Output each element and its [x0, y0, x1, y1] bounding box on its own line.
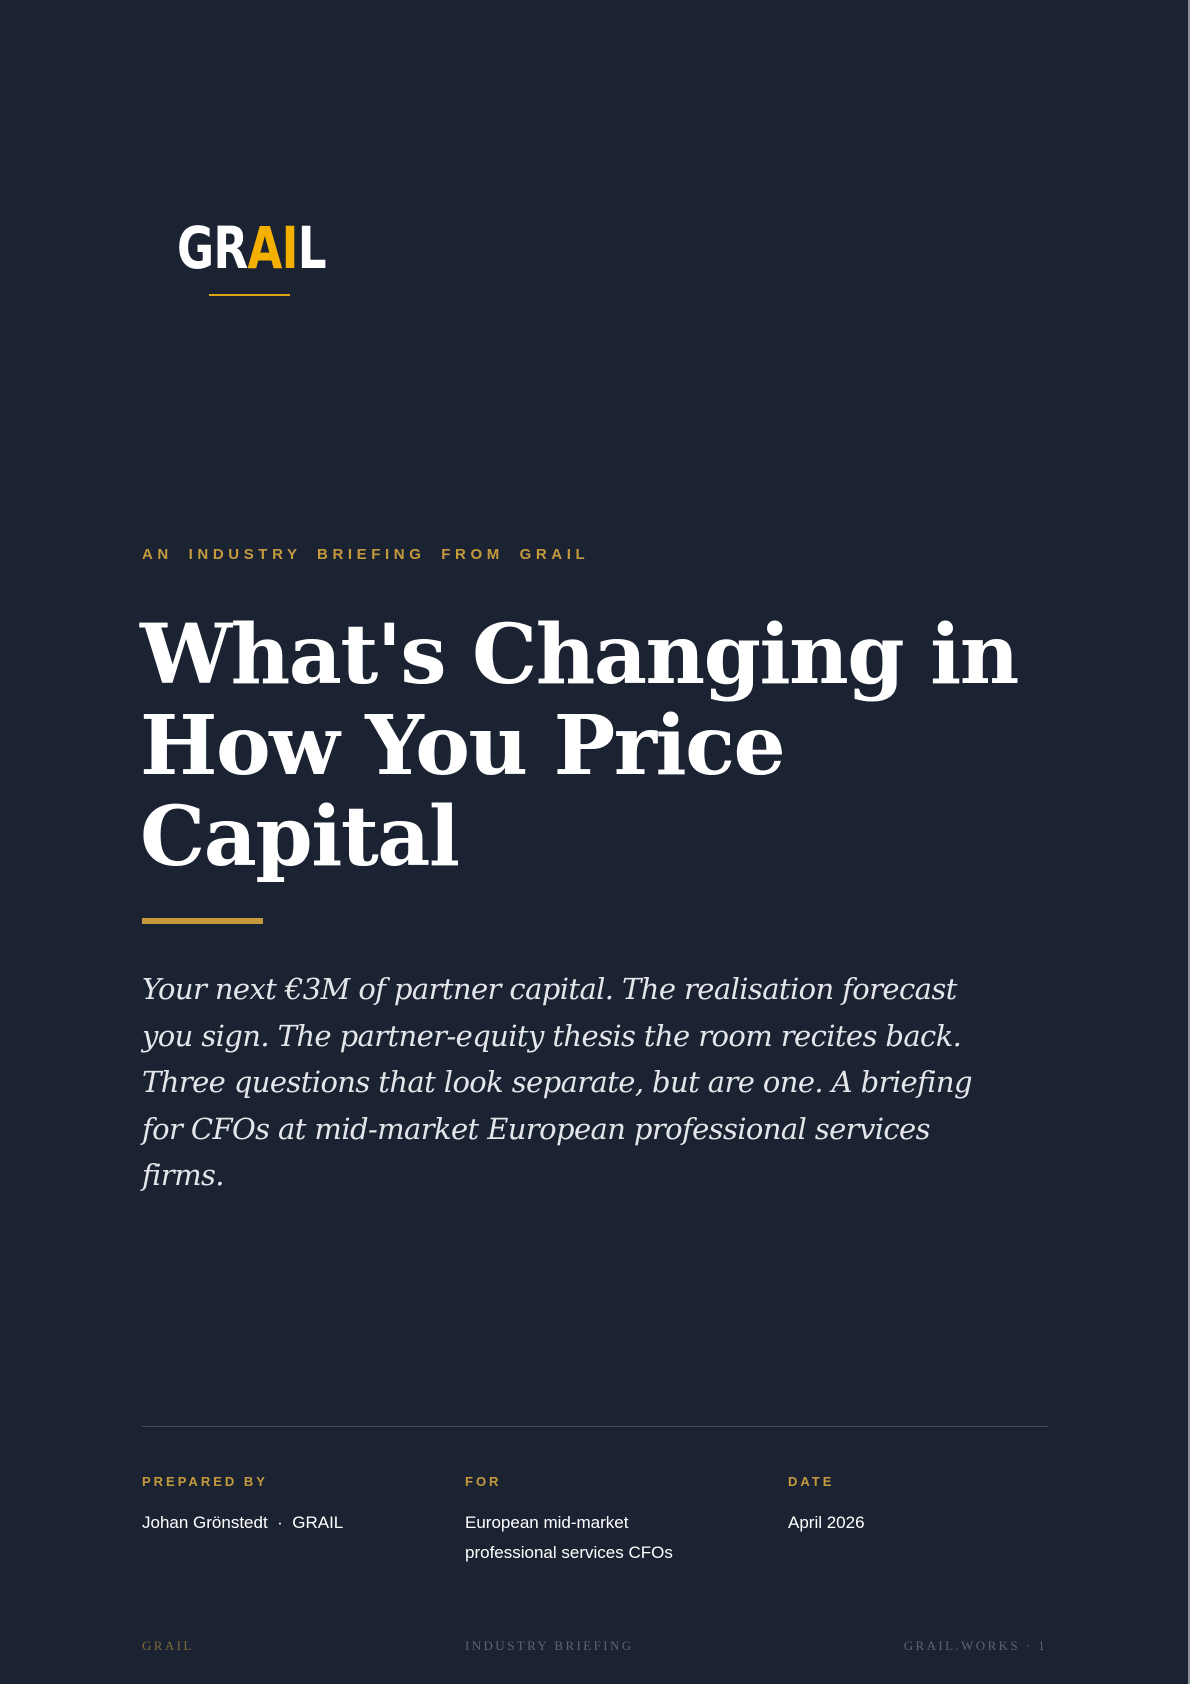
eyebrow-label: AN INDUSTRY BRIEFING FROM GRAIL	[142, 546, 590, 563]
logo-text-l: L	[297, 214, 327, 282]
meta-label-for: FOR	[465, 1474, 502, 1489]
logo-text-ai: AI	[247, 214, 298, 282]
meta-value-for-line1: European mid-market	[465, 1513, 629, 1532]
footer-section: INDUSTRY BRIEFING	[465, 1638, 634, 1653]
meta-for: FOR European mid-market professional serv…	[465, 1474, 765, 1568]
logo-text-gr: GR	[177, 214, 248, 282]
title-line-3: Capital	[140, 789, 460, 885]
footer-brand: GRAIL	[142, 1638, 194, 1653]
meta-divider	[142, 1426, 1048, 1427]
page-title: What's Changing in How You Price Capital	[140, 610, 1040, 883]
meta-value-for: European mid-market professional services…	[465, 1508, 765, 1568]
title-accent-bar	[142, 918, 263, 924]
footer-page-number: GRAIL.WORKS · 1	[903, 1638, 1047, 1653]
title-line-2: How You Price	[140, 698, 786, 794]
meta-value-for-line2: professional services CFOs	[465, 1543, 673, 1562]
title-line-1: What's Changing in	[140, 607, 1019, 703]
meta-date: DATE April 2026	[788, 1474, 1088, 1538]
page-edge	[1188, 0, 1190, 1684]
grail-logo: GRAIL	[177, 218, 327, 278]
meta-value-prepared-by: Johan Grönstedt · GRAIL	[142, 1513, 344, 1532]
meta-prepared-by: PREPARED BY Johan Grönstedt · GRAIL	[142, 1474, 442, 1538]
meta-label-date: DATE	[788, 1474, 835, 1489]
lede-paragraph: Your next €3M of partner capital. The re…	[142, 972, 973, 1192]
meta-value-date: April 2026	[788, 1513, 865, 1532]
logo-underline	[209, 294, 290, 296]
meta-label-prepared-by: PREPARED BY	[142, 1474, 268, 1489]
